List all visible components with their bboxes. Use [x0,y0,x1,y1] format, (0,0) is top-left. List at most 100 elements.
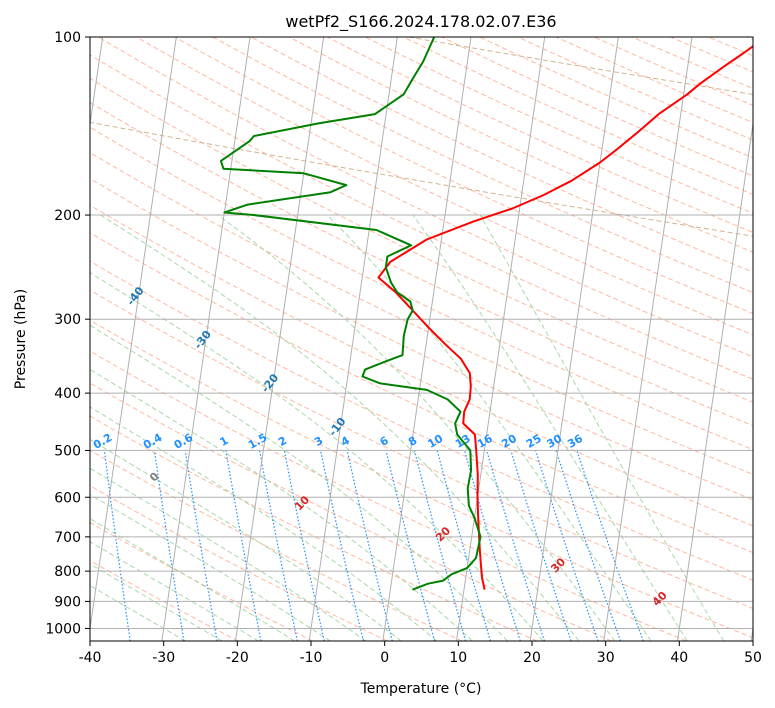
moist-adiabat-label: 10 [292,493,312,513]
dry-adiabat [90,382,612,641]
mixing-ratio-label: 1 [217,434,230,449]
mixing-ratio-label: 20 [499,432,519,451]
moist-adiabat [90,324,508,641]
plot-frame [89,36,754,642]
mixing-ratio-line [385,450,436,641]
dry-adiabat [90,350,687,641]
dry-adiabat [90,289,753,610]
mixing-ratio-line [283,450,325,641]
moist-adiabat [90,493,331,641]
dry-adiabat [632,37,753,90]
mixing-ratio-line [486,450,546,641]
dry-adiabat [90,560,239,641]
dry-adiabat [90,178,753,501]
dry-adiabat-label: -30 [192,328,215,352]
moist-adiabat [90,584,186,641]
dry-adiabat [593,37,753,106]
mixing-ratio-line [436,450,491,641]
y-tick-label: 500 [54,443,81,459]
x-tick-label: 40 [670,650,688,666]
dry-adiabat [90,415,538,641]
dry-adiabat [90,260,753,581]
y-tick-label: 800 [54,564,81,580]
mixing-ratio-label: 25 [524,432,544,451]
dry-adiabat-label: -40 [124,284,147,308]
isotherm [161,37,251,641]
isotherm [529,37,619,641]
moist-adiabat [90,406,438,641]
y-axis-label: Pressure (hPa) [13,289,29,389]
moist-adiabat [90,368,473,641]
isotherm [456,37,546,641]
x-tick-label: -30 [152,650,175,666]
x-tick-label: 30 [597,650,615,666]
y-tick-label: 300 [54,312,81,328]
mixing-ratio-line [576,450,644,641]
y-tick-label: 600 [54,490,81,506]
y-tick-label: 100 [54,30,81,46]
moist-adiabat [412,214,688,641]
y-tick-label: 1000 [45,622,81,638]
x-tick-label: -20 [226,650,249,666]
isotherm [308,37,398,641]
dry-adiabat-label: -20 [259,371,282,395]
moist-adiabat [90,518,295,641]
mixing-ratio-line [346,450,393,641]
dry-adiabat [90,54,753,380]
x-tick-label: -10 [300,650,323,666]
dry-adiabat [90,126,753,451]
x-tick-label: 10 [449,650,467,666]
outer-adiabat [90,121,753,237]
dry-adiabat [517,37,753,141]
dry-adiabat [90,521,314,641]
moist-adiabat [326,214,652,641]
x-tick-label: 50 [744,650,762,666]
moist-adiabat [90,467,367,641]
moist-adiabat [90,272,544,641]
mixing-ratio-line [464,450,521,641]
outer-adiabat [408,37,753,95]
moist-adiabat [90,541,259,641]
y-tick-label: 200 [54,208,81,224]
dry-adiabat [90,102,753,427]
dewpoint-profile [219,37,482,591]
dry-adiabat [90,77,753,403]
moist-adiabat [479,214,725,641]
y-tick-label: 900 [54,594,81,610]
x-tick-label: -40 [79,650,102,666]
dry-adiabat [708,37,753,57]
isotherm [677,120,753,641]
isotherm [90,37,177,632]
dry-adiabat [479,37,753,159]
mixing-ratio-line [319,450,365,641]
dry-adiabat [90,319,753,639]
dry-adiabat [90,152,753,475]
dry-adiabat [90,449,463,641]
mixing-ratio-label: 0.2 [91,431,114,452]
dry-adiabat [288,37,753,253]
dry-adiabat [174,37,753,315]
dry-adiabat [441,37,753,177]
mixing-ratio-line [184,450,218,641]
chart-title: wetPf2_S166.2024.178.02.07.E36 [285,12,556,32]
isotherm [382,37,472,641]
isotherm [235,37,325,641]
moist-adiabat [217,214,616,641]
x-axis-label: Temperature (°C) [360,681,482,697]
dry-adiabat [326,37,753,234]
isotherm [750,625,753,641]
mixing-ratio-label: 30 [544,432,564,451]
dry-adiabat [90,232,753,554]
y-tick-label: 700 [54,530,81,546]
moist-adiabat [100,214,580,641]
mixing-ratio-line [225,450,262,641]
x-tick-label: 20 [523,650,541,666]
dry-adiabat-label: -60 [0,197,12,221]
mixing-ratio-label: 6 [378,434,391,449]
mixing-ratio-line [510,450,572,641]
mixing-ratio-label: 4 [339,434,352,449]
mixing-ratio-label: 10 [426,432,446,451]
mixing-ratio-label: 2 [276,434,289,449]
mixing-ratio-label: 3 [312,434,325,449]
